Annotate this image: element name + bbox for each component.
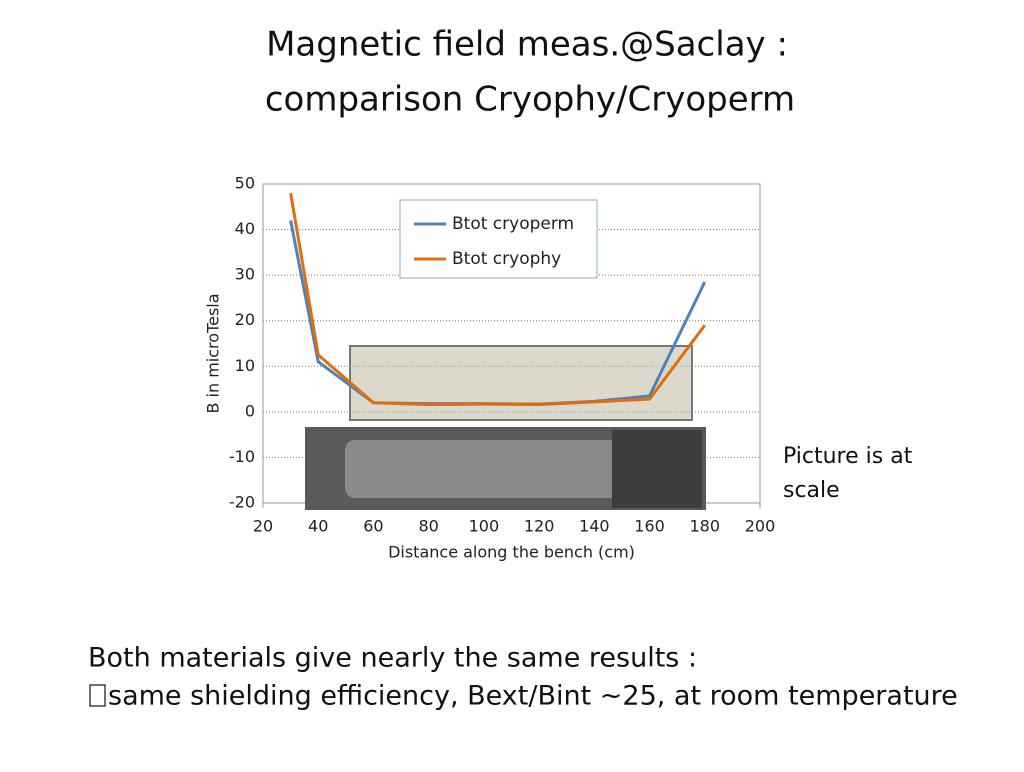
data-line <box>289 192 706 407</box>
y-tick-label: 50 <box>235 174 255 193</box>
bullet-glyph <box>89 684 106 707</box>
x-tick-label: 100 <box>469 517 500 536</box>
x-tick-label: 160 <box>634 517 665 536</box>
y-tick-label: -10 <box>229 447 255 466</box>
x-axis-label: Distance along the bench (cm) <box>388 543 635 562</box>
y-axis-label: B in microTesla <box>204 293 223 413</box>
x-tick-label: 40 <box>308 517 328 536</box>
x-tick-label: 60 <box>363 517 383 536</box>
y-tick-label: 20 <box>235 310 255 329</box>
x-tick-label: 140 <box>579 517 610 536</box>
highlight-box <box>349 345 693 421</box>
body-text: Both materials give nearly the same resu… <box>88 643 697 674</box>
title-line: Magnetic field meas.@Saclay : <box>266 25 788 65</box>
legend-box <box>399 199 598 279</box>
legend-label: Btot cryoperm <box>452 214 574 234</box>
side-note: Picture is at <box>783 444 913 469</box>
x-tick-label: 80 <box>418 517 438 536</box>
y-tick-label: 40 <box>235 219 255 238</box>
y-tick-label: 10 <box>235 356 255 375</box>
chart: -20 -10 0 10 20 30 40 50 20 40 60 80 100 120 140 160 180… <box>204 174 776 562</box>
body-text: same shielding efficiency, Bext/Bint ~25… <box>108 681 958 712</box>
x-tick-label: 200 <box>745 517 776 536</box>
y-tick-label: 0 <box>245 401 255 420</box>
x-tick-label: 120 <box>524 517 555 536</box>
photo-detail <box>345 440 675 498</box>
side-note: scale <box>783 478 840 503</box>
x-tick-label: 180 <box>690 517 721 536</box>
title-line: comparison Cryophy/Cryoperm <box>265 80 795 120</box>
photo-detail <box>612 430 702 508</box>
legend-label: Btot cryophy <box>452 249 561 269</box>
y-tick-label: -20 <box>229 493 255 512</box>
x-tick-label: 20 <box>253 517 273 536</box>
y-tick-label: 30 <box>235 265 255 284</box>
